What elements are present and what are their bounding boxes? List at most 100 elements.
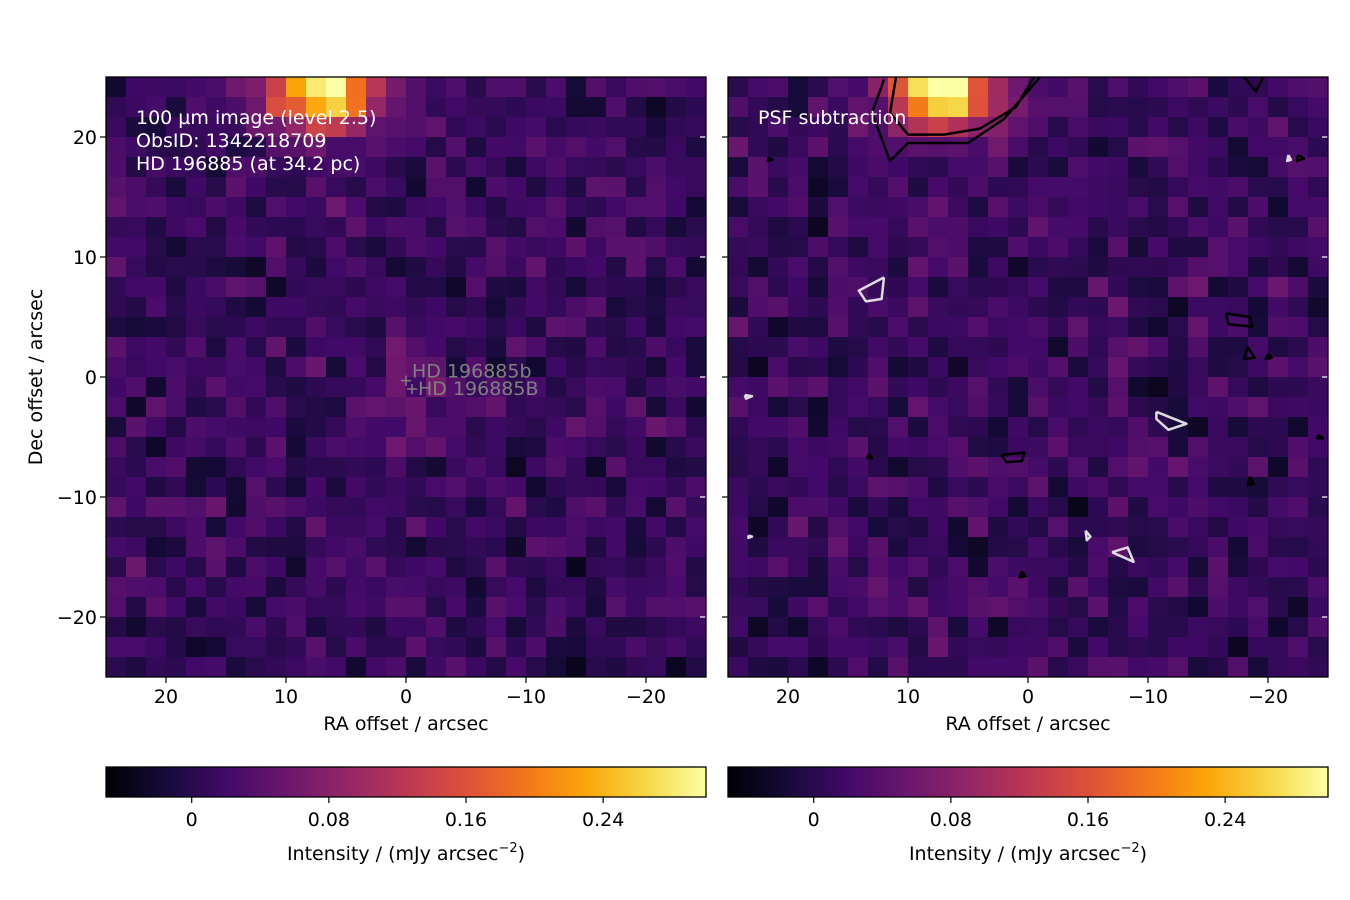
heatmap-cell: [206, 457, 227, 478]
heatmap-cell: [446, 497, 467, 518]
heatmap-cell: [506, 197, 527, 218]
heatmap-cell: [226, 617, 247, 638]
heatmap-cell: [306, 517, 327, 538]
left-colorbar-gradient: [105, 766, 707, 798]
heatmap-cell: [928, 177, 949, 198]
heatmap-cell: [566, 157, 587, 178]
heatmap-cell: [968, 357, 989, 378]
heatmap-cell: [848, 577, 869, 598]
heatmap-cell: [1148, 337, 1169, 358]
heatmap-cell: [1048, 437, 1069, 458]
heatmap-cell: [1048, 597, 1069, 618]
heatmap-cell: [406, 297, 427, 318]
heatmap-cell: [406, 517, 427, 538]
heatmap-cell: [466, 317, 487, 338]
heatmap-cell: [146, 537, 167, 558]
heatmap-cell: [406, 417, 427, 438]
heatmap-cell: [366, 237, 387, 258]
heatmap-cell: [326, 217, 347, 238]
heatmap-cell: [968, 217, 989, 238]
heatmap-cell: [246, 357, 267, 378]
heatmap-cell: [326, 377, 347, 398]
heatmap-cell: [266, 517, 287, 538]
heatmap-cell: [206, 477, 227, 498]
heatmap-cell: [1268, 657, 1289, 677]
heatmap-cell: [1128, 577, 1149, 598]
heatmap-cell: [1008, 517, 1029, 538]
heatmap-cell: [1308, 337, 1328, 358]
heatmap-cell: [1088, 377, 1109, 398]
heatmap-cell: [1128, 617, 1149, 638]
heatmap-cell: [888, 517, 909, 538]
heatmap-cell: [546, 417, 567, 438]
heatmap-cell: [728, 337, 749, 358]
heatmap-cell: [226, 77, 247, 98]
heatmap-cell: [586, 557, 607, 578]
heatmap-cell: [828, 597, 849, 618]
heatmap-cell: [646, 577, 667, 598]
heatmap-cell: [768, 517, 789, 538]
heatmap-cell: [246, 377, 267, 398]
heatmap-cell: [206, 237, 227, 258]
heatmap-cell: [246, 637, 267, 658]
heatmap-cell: [1288, 537, 1309, 558]
heatmap-cell: [586, 117, 607, 138]
heatmap-cell: [1088, 557, 1109, 578]
heatmap-cell: [646, 97, 667, 118]
heatmap-cell: [546, 137, 567, 158]
heatmap-cell: [266, 137, 287, 158]
heatmap-cell: [446, 417, 467, 438]
heatmap-cell: [466, 157, 487, 178]
heatmap-cell: [506, 277, 527, 298]
heatmap-cell: [506, 137, 527, 158]
heatmap-cell: [848, 457, 869, 478]
contour-line: [1000, 451, 1026, 464]
heatmap-cell: [386, 537, 407, 558]
heatmap-cell: [728, 237, 749, 258]
heatmap-cell: [968, 237, 989, 258]
heatmap-cell: [1308, 477, 1328, 498]
heatmap-cell: [486, 637, 507, 658]
heatmap-cell: [186, 357, 207, 378]
heatmap-cell: [686, 457, 706, 478]
heatmap-cell: [146, 277, 167, 298]
heatmap-cell: [968, 297, 989, 318]
colorbar-tick-label: 0.16: [445, 809, 487, 831]
heatmap-cell: [1068, 577, 1089, 598]
heatmap-cell: [808, 97, 829, 118]
heatmap-cell: [808, 557, 829, 578]
heatmap-cell: [1288, 177, 1309, 198]
heatmap-cell: [1288, 497, 1309, 518]
heatmap-cell: [888, 617, 909, 638]
heatmap-cell: [1148, 77, 1169, 98]
heatmap-cell: [1028, 337, 1049, 358]
heatmap-cell: [466, 357, 487, 378]
heatmap-cell: [326, 277, 347, 298]
heatmap-cell: [166, 457, 187, 478]
heatmap-cell: [808, 457, 829, 478]
heatmap-cell: [386, 277, 407, 298]
heatmap-cell: [988, 317, 1009, 338]
heatmap-cell: [546, 157, 567, 178]
heatmap-cell: [808, 397, 829, 418]
heatmap-cell: [1168, 517, 1189, 538]
heatmap-cell: [286, 277, 307, 298]
heatmap-cell: [426, 417, 447, 438]
heatmap-cell: [566, 477, 587, 498]
heatmap-cell: [426, 197, 447, 218]
heatmap-cell: [768, 77, 789, 98]
heatmap-cell: [1268, 77, 1289, 98]
heatmap-cell: [106, 537, 127, 558]
heatmap-cell: [486, 157, 507, 178]
heatmap-cell: [626, 77, 647, 98]
heatmap-cell: [226, 297, 247, 318]
heatmap-cell: [526, 157, 547, 178]
heatmap-cell: [848, 517, 869, 538]
heatmap-cell: [1208, 177, 1229, 198]
heatmap-cell: [968, 277, 989, 298]
heatmap-cell: [828, 417, 849, 438]
heatmap-cell: [808, 137, 829, 158]
heatmap-cell: [126, 417, 147, 438]
heatmap-cell: [1008, 117, 1029, 138]
